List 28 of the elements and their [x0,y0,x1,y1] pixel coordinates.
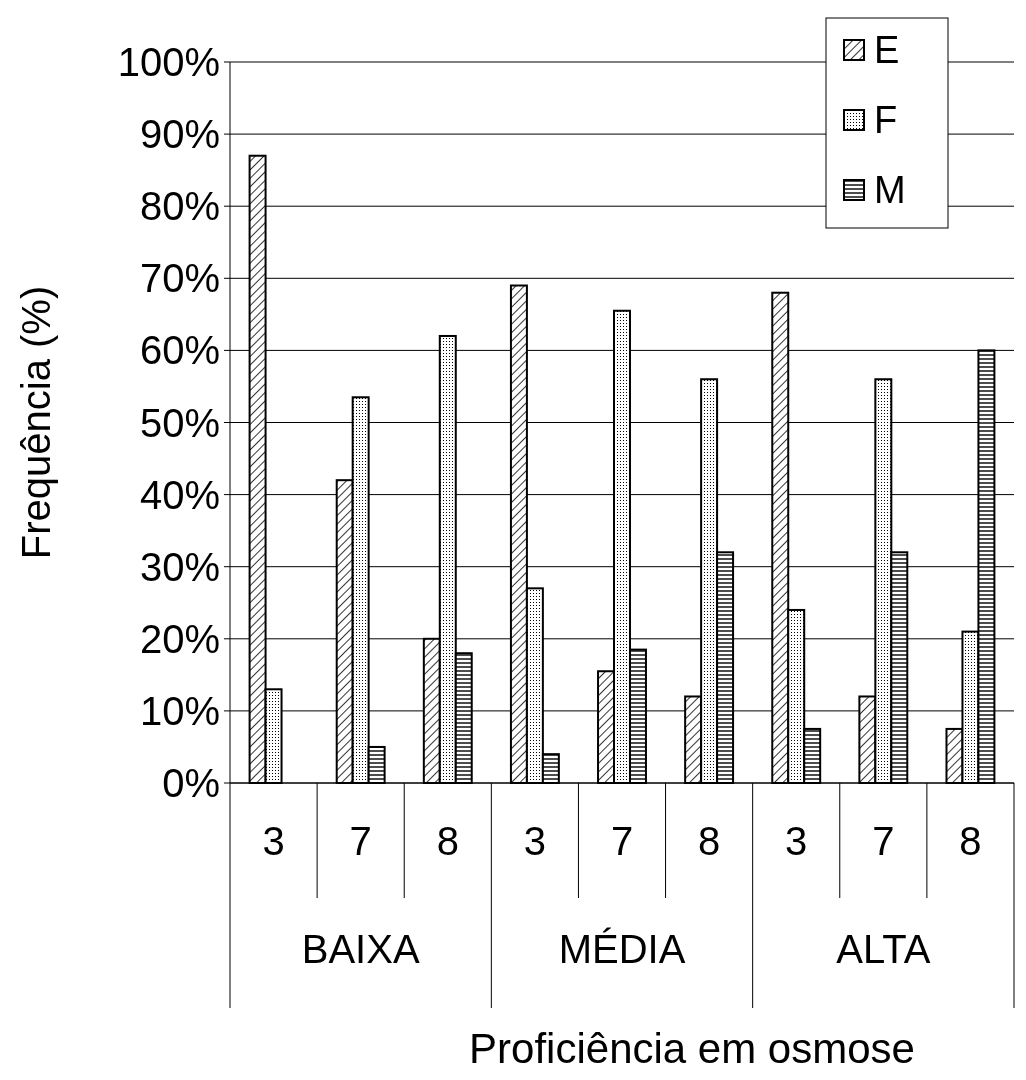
x-axis-title: Proficiência em osmose [469,1025,915,1072]
x-tick-label: 3 [523,819,547,863]
y-tick-label: 80% [139,184,220,229]
y-tick-label: 70% [139,256,220,301]
text: ALTA [836,927,931,971]
y-axis-title: Frequência (%) [14,285,58,560]
y-tick-label: 40% [139,472,220,517]
x-tick-label: 3 [785,819,808,863]
x-tick-label: 7 [872,819,895,863]
y-tick-label: 100% [117,40,220,84]
y-tick-label: 10% [139,688,220,733]
x-tick-label: 7 [349,819,372,863]
y-tick-label: 90% [139,112,220,157]
legend-label: E [874,29,900,72]
y-tick-label: 0% [162,761,220,805]
x-tick-label: 3 [262,819,285,863]
y-tick-label: 50% [139,400,220,445]
x-tick-label: 8 [959,819,982,863]
x-tick-label: 8 [697,819,721,863]
x-tick-label: 7 [610,819,634,863]
legend-label: M [874,169,906,212]
text: MÉDIA [558,927,686,971]
text: BAIXA [301,927,420,971]
y-tick-label: 20% [139,616,220,661]
legend-label: F [874,99,898,142]
x-tick-label: 8 [436,819,459,863]
y-tick-label: 30% [139,544,220,589]
y-tick-label: 60% [139,328,220,373]
